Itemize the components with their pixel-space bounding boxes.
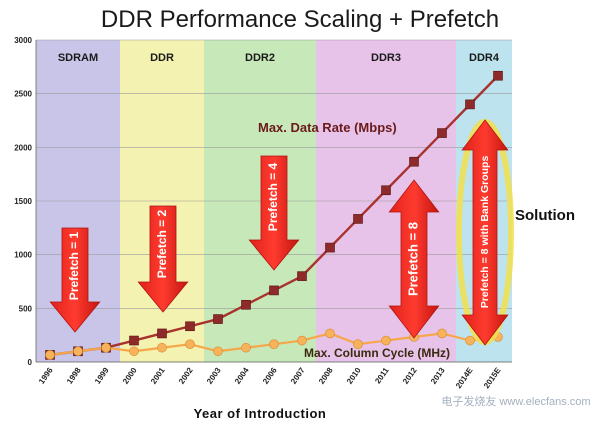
data-point-rate-2001: [157, 328, 167, 339]
data-point-rate-2000: [129, 335, 139, 346]
x-tick-label-2006: 2006: [261, 366, 279, 386]
data-point-rate-2013: [437, 128, 447, 138]
series-label-column-cycle: Max. Column Cycle (MHz): [304, 346, 450, 360]
data-point-cycle-2002: [185, 339, 195, 349]
series-markers: [45, 70, 503, 360]
x-tick-label-2010: 2010: [345, 366, 363, 386]
data-point-cycle-1998: [73, 346, 83, 357]
data-point-rate-2015E: [493, 70, 503, 81]
prefetch-arrow-ddr4: [461, 119, 509, 346]
data-point-cycle-2000: [129, 346, 139, 357]
data-point-cycle-1996: [45, 350, 55, 360]
data-point-cycle-2013: [437, 328, 447, 339]
prefetch-arrow-label-ddr2: Prefetch = 4: [266, 162, 280, 231]
data-point-rate-2003: [213, 314, 223, 324]
y-tick-label-1000: 1000: [14, 251, 32, 260]
data-point-cycle-2008: [325, 328, 335, 339]
series-label-data-rate: Max. Data Rate (Mbps): [258, 120, 397, 135]
x-tick-label-2015E: 2015E: [482, 365, 503, 390]
watermark-text: 电子发烧友 www.elecfans.com: [441, 394, 590, 408]
x-tick-label-2008: 2008: [317, 366, 335, 386]
prefetch-arrow-ddr3: [388, 179, 440, 339]
data-point-rate-2004: [241, 299, 251, 310]
x-tick-label-2002: 2002: [177, 366, 195, 386]
data-point-cycle-2014E: [465, 335, 475, 346]
era-label-ddr4: DDR4: [469, 52, 500, 64]
era-label-sdram: SDRAM: [58, 52, 98, 64]
y-tick-label-1500: 1500: [14, 197, 32, 206]
data-point-cycle-2010: [353, 339, 363, 349]
x-tick-label-2012: 2012: [401, 366, 419, 386]
x-axis-title: Year of Introduction: [194, 406, 327, 421]
prefetch-arrow-label-ddr3: Prefetch = 8: [405, 222, 420, 296]
era-labels: SDRAM DDR DDR2 DDR3 DDR4: [58, 52, 500, 64]
prefetch-arrows: Prefetch = 1 Prefetch = 2 Prefetch = 4 Pref…: [49, 119, 514, 346]
y-tick-label-2000: 2000: [14, 143, 32, 152]
data-point-rate-2010: [353, 214, 363, 224]
y-tick-label-3000: 3000: [14, 36, 32, 45]
y-tick-label-2500: 2500: [14, 90, 32, 99]
data-point-rate-2006: [269, 285, 279, 296]
x-tick-label-2014E: 2014E: [454, 365, 475, 390]
era-label-ddr: DDR: [150, 52, 174, 64]
x-axis: 1996 1998 1999 2000 2001 2002 2003 2004 2006 2007…: [37, 365, 503, 390]
x-tick-label-2001: 2001: [149, 366, 167, 386]
data-point-cycle-2007: [297, 335, 307, 346]
x-tick-label-2000: 2000: [121, 366, 139, 386]
prefetch-arrow-label-sdram: Prefetch = 1: [67, 231, 81, 300]
prefetch-arrow-label-ddr4: Prefetch = 8 with Bank Groups: [479, 156, 491, 309]
data-point-rate-2014E: [465, 99, 475, 110]
x-tick-label-2011: 2011: [373, 366, 391, 386]
era-label-ddr2: DDR2: [245, 52, 275, 64]
solution-label: Solution: [515, 207, 575, 224]
x-tick-label-2003: 2003: [205, 366, 223, 386]
x-tick-label-1999: 1999: [93, 366, 111, 386]
prefetch-arrow-sdram: [49, 227, 101, 333]
data-point-rate-2007: [297, 271, 307, 281]
data-point-cycle-2004: [241, 342, 251, 353]
era-label-ddr3: DDR3: [371, 52, 401, 64]
prefetch-arrow-ddr2: [248, 155, 300, 271]
data-point-cycle-1999: [101, 342, 111, 353]
y-tick-label-500: 500: [19, 304, 33, 313]
data-point-cycle-2011: [381, 335, 391, 346]
y-axis: 0 500 1000 1500 2000 2500 3000: [14, 36, 512, 367]
x-tick-label-2013: 2013: [429, 366, 447, 386]
x-tick-label-1996: 1996: [37, 366, 55, 386]
series-labels: Max. Data Rate (Mbps) Max. Column Cycle (…: [258, 120, 450, 360]
data-point-cycle-2003: [213, 346, 223, 357]
x-tick-label-2007: 2007: [289, 366, 307, 386]
prefetch-arrow-ddr: [137, 205, 189, 313]
data-point-rate-2002: [185, 321, 195, 332]
x-tick-label-1998: 1998: [65, 366, 83, 386]
data-point-rate-2012: [409, 156, 419, 167]
data-point-rate-2008: [325, 242, 335, 253]
y-tick-label-0: 0: [28, 358, 33, 367]
chart-title: DDR Performance Scaling + Prefetch: [101, 6, 499, 33]
data-point-rate-2011: [381, 185, 391, 196]
data-point-cycle-2001: [157, 342, 167, 353]
data-point-cycle-2006: [269, 339, 279, 349]
prefetch-arrow-label-ddr: Prefetch = 2: [155, 209, 169, 278]
x-tick-label-2004: 2004: [233, 366, 251, 386]
